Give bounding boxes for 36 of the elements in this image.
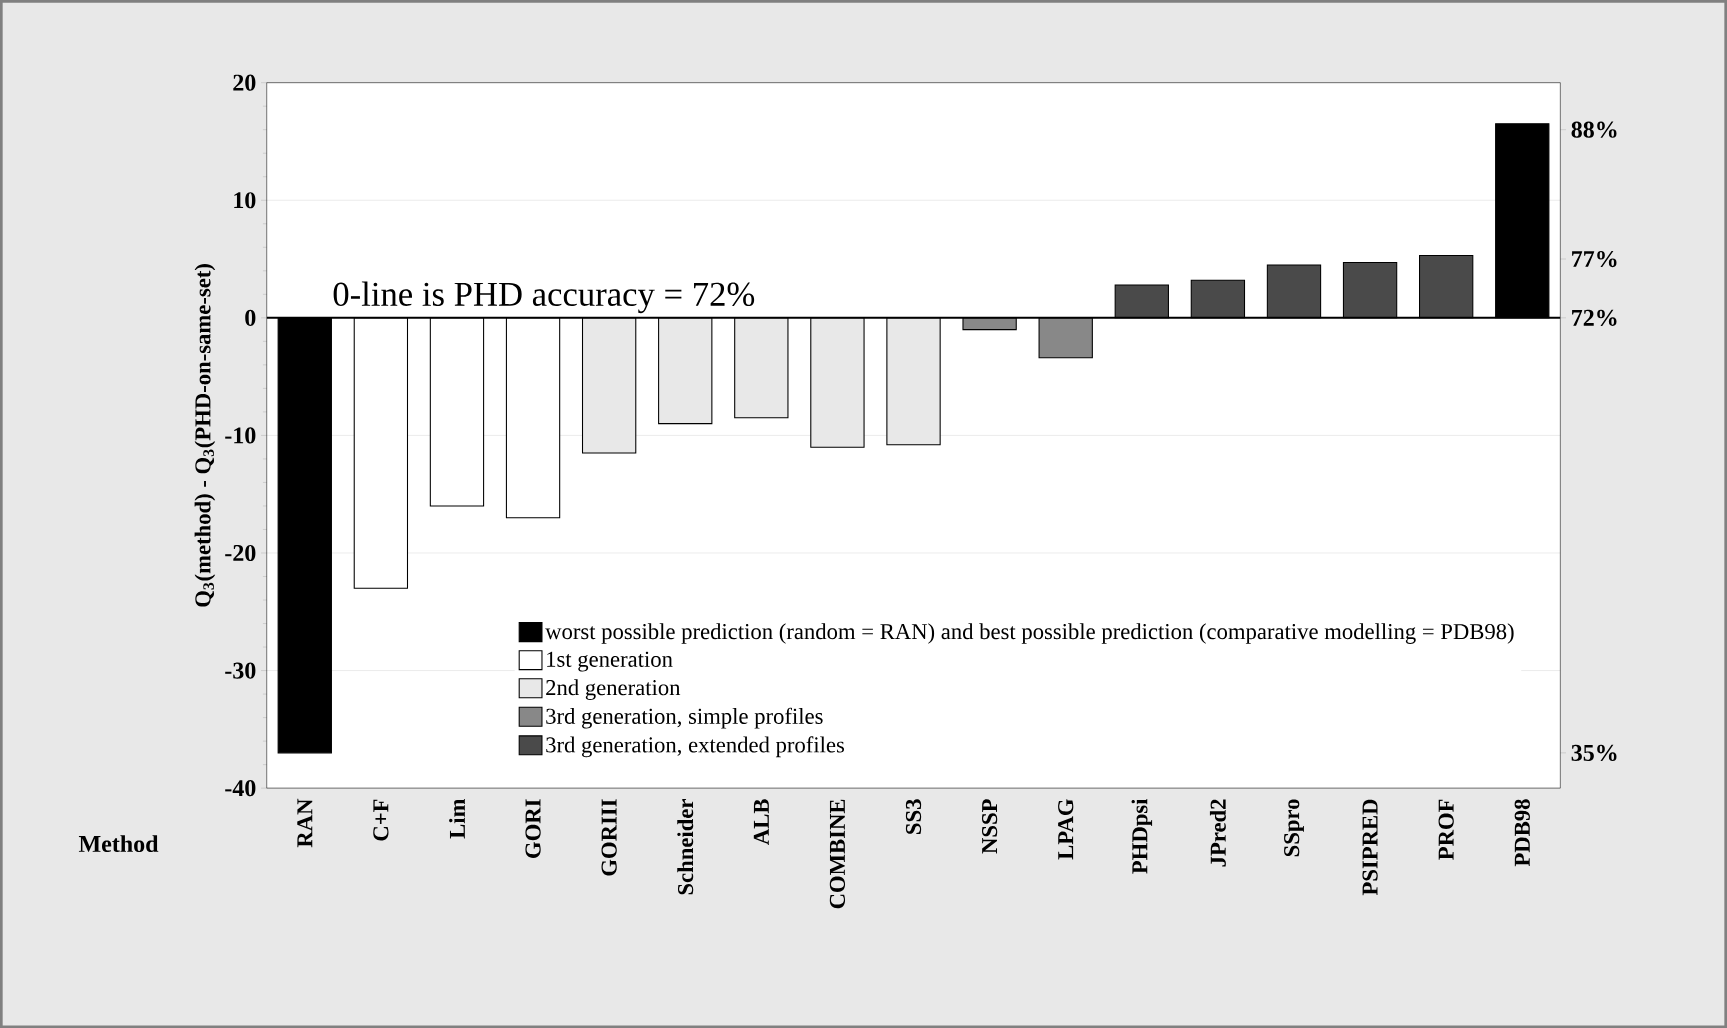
x-tick-label: RAN: [297, 798, 313, 848]
x-tick-label: Lim: [449, 798, 465, 839]
x-tick-label: JPred2: [1209, 799, 1226, 867]
x-tick-label: Schneider: [677, 798, 694, 895]
legend-label: 3rd generation, extended profiles: [546, 736, 845, 758]
x-tick-label: PHDpsi: [1131, 798, 1153, 874]
legend-label: worst possible prediction (random = RAN) and best possible prediction (comparative modelling = PDB98): [545, 623, 1514, 644]
y-tick-label: -30: [225, 662, 256, 679]
x-tick-label: SS3: [905, 799, 922, 834]
y-tick-label: -20: [225, 544, 256, 561]
y-tick-label: 20: [233, 74, 256, 91]
y-tick-label: -10: [225, 427, 256, 444]
legend-label: 2nd generation: [546, 679, 681, 700]
x-tick-label: ALB: [753, 799, 769, 845]
ref-line-label: 0-line is PHD accuracy = 72%: [333, 281, 755, 314]
y-tick-label: 0: [245, 309, 256, 326]
y-axis-title: Q$_{3}$(method) - Q$_{3}$(PHD-on-same-set): [194, 264, 216, 607]
y2-tick-label: 88%: [1571, 121, 1617, 138]
x-tick-label: COMBINE: [829, 799, 846, 909]
y2-tick-label: 77%: [1572, 250, 1617, 268]
x-tick-label: C+F: [373, 799, 389, 841]
y2-tick-label: 35%: [1571, 744, 1617, 761]
legend-label: 3rd generation, simple profiles: [546, 707, 823, 729]
x-tick-label: PSIPRED: [1362, 799, 1378, 896]
x-tick-label: GORI: [525, 799, 541, 858]
x-tick-label: GORIII: [601, 799, 617, 876]
x-tick-label: LPAG: [1058, 799, 1074, 860]
x-axis-title: Method: [78, 835, 159, 852]
y-tick-label: 10: [234, 192, 256, 209]
y2-tick-label: 72%: [1572, 309, 1617, 326]
x-tick-label: PROF: [1438, 799, 1454, 860]
x-tick-label: PDB98: [1514, 799, 1530, 867]
y-tick-label: -40: [225, 779, 256, 797]
x-tick-label: SSpro: [1284, 799, 1304, 857]
x-tick-label: NSSP: [981, 799, 998, 854]
legend-label: 1st generation: [547, 651, 673, 672]
